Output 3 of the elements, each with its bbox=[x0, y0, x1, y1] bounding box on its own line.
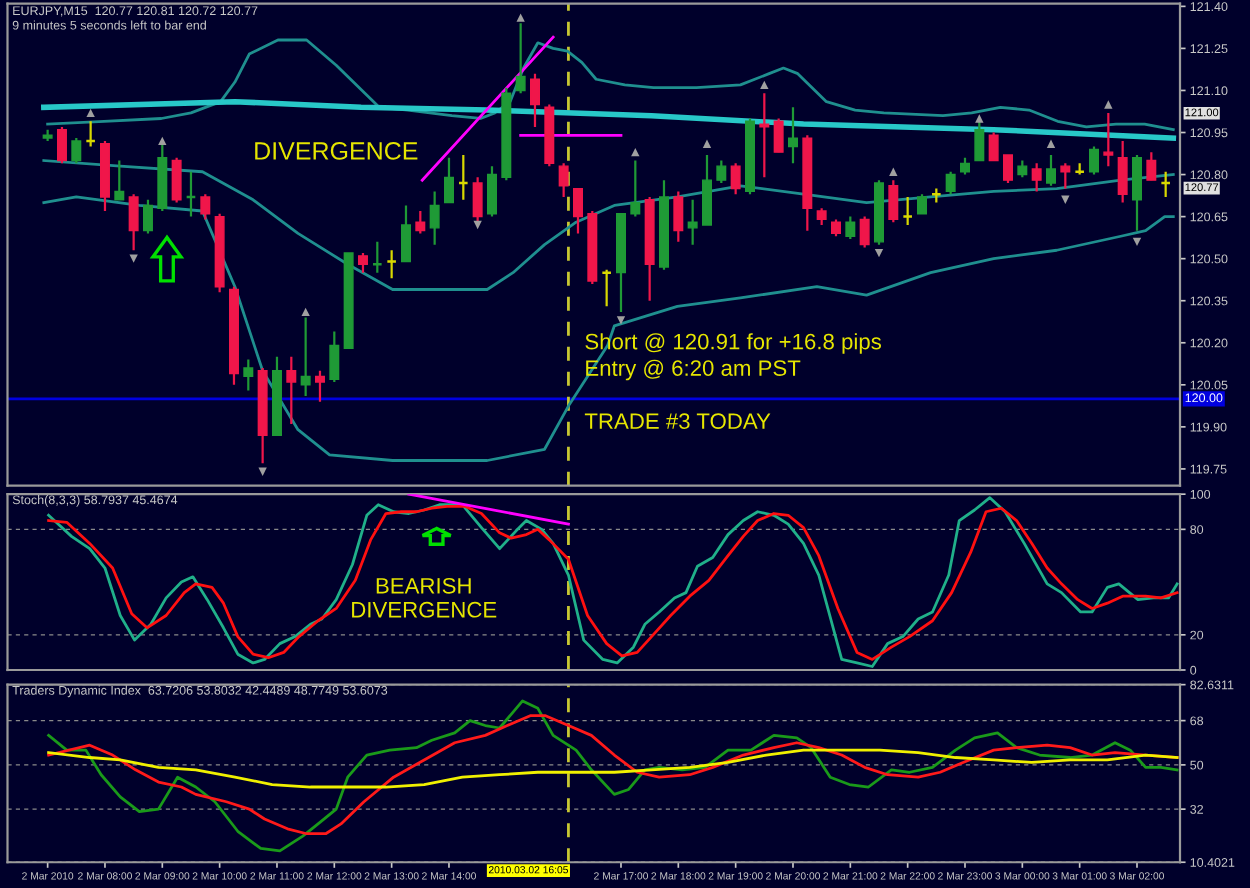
annotation: DIVERGENCE bbox=[255, 142, 418, 160]
annotation: BEARISH DIVERGENCE bbox=[352, 577, 497, 618]
annotation: TRADE #3 TODAY bbox=[584, 413, 771, 430]
